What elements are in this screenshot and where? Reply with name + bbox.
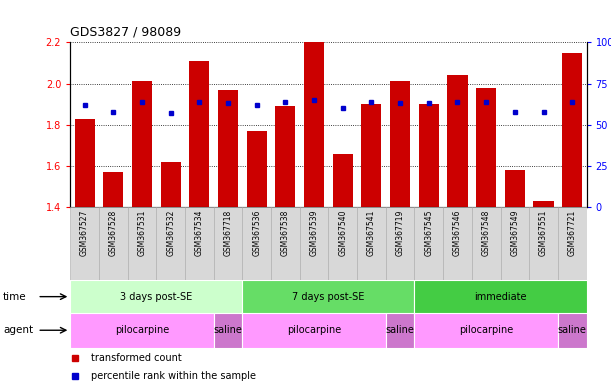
Text: saline: saline [386, 325, 414, 335]
Text: GSM367719: GSM367719 [395, 210, 404, 256]
Text: GSM367540: GSM367540 [338, 210, 347, 256]
Bar [533, 201, 554, 207]
Text: GSM367534: GSM367534 [195, 210, 204, 256]
Bar [214, 207, 243, 280]
Text: GSM367546: GSM367546 [453, 210, 462, 256]
Bar [476, 88, 496, 207]
Bar [414, 313, 558, 348]
Text: immediate: immediate [474, 291, 527, 302]
Bar [75, 119, 95, 207]
Bar [156, 207, 185, 280]
Bar [243, 280, 414, 313]
Bar [243, 207, 271, 280]
Bar [414, 207, 443, 280]
Text: transformed count: transformed count [91, 353, 181, 363]
Bar [70, 313, 214, 348]
Text: GSM367527: GSM367527 [80, 210, 89, 256]
Text: GSM367536: GSM367536 [252, 210, 262, 256]
Bar [128, 207, 156, 280]
Text: GSM367551: GSM367551 [539, 210, 548, 256]
Bar [99, 207, 128, 280]
Bar [103, 172, 123, 207]
Text: GSM367531: GSM367531 [137, 210, 147, 256]
Bar [558, 313, 587, 348]
Text: 7 days post-SE: 7 days post-SE [292, 291, 365, 302]
Text: GSM367528: GSM367528 [109, 210, 118, 256]
Bar [447, 75, 467, 207]
Text: GDS3827 / 98089: GDS3827 / 98089 [70, 25, 181, 38]
Bar [500, 207, 529, 280]
Bar [70, 280, 243, 313]
Bar [386, 313, 414, 348]
Bar [214, 313, 243, 348]
Text: agent: agent [3, 325, 33, 335]
Bar [472, 207, 500, 280]
Bar [505, 170, 525, 207]
Text: pilocarpine: pilocarpine [115, 325, 169, 335]
Bar [247, 131, 267, 207]
Text: GSM367532: GSM367532 [166, 210, 175, 256]
Bar [70, 207, 99, 280]
Text: GSM367549: GSM367549 [510, 210, 519, 256]
Text: GSM367721: GSM367721 [568, 210, 577, 256]
Bar [189, 61, 210, 207]
Bar [329, 207, 357, 280]
Bar [185, 207, 214, 280]
Bar [161, 162, 181, 207]
Bar [243, 313, 386, 348]
Text: GSM367548: GSM367548 [481, 210, 491, 256]
Bar [558, 207, 587, 280]
Bar [271, 207, 300, 280]
Bar [529, 207, 558, 280]
Bar [443, 207, 472, 280]
Bar [361, 104, 381, 207]
Bar [300, 207, 329, 280]
Text: pilocarpine: pilocarpine [459, 325, 513, 335]
Text: GSM367538: GSM367538 [281, 210, 290, 256]
Text: GSM367545: GSM367545 [424, 210, 433, 256]
Text: saline: saline [214, 325, 243, 335]
Bar [562, 53, 582, 207]
Bar [218, 90, 238, 207]
Text: pilocarpine: pilocarpine [287, 325, 341, 335]
Text: percentile rank within the sample: percentile rank within the sample [91, 371, 256, 381]
Bar [419, 104, 439, 207]
Bar [304, 42, 324, 207]
Bar [386, 207, 414, 280]
Text: saline: saline [558, 325, 587, 335]
Text: GSM367718: GSM367718 [224, 210, 233, 256]
Bar [132, 81, 152, 207]
Bar [390, 81, 410, 207]
Bar [276, 106, 296, 207]
Text: GSM367541: GSM367541 [367, 210, 376, 256]
Text: time: time [3, 291, 27, 302]
Text: GSM367539: GSM367539 [310, 210, 318, 256]
Text: 3 days post-SE: 3 days post-SE [120, 291, 192, 302]
Bar [357, 207, 386, 280]
Bar [414, 280, 587, 313]
Bar [333, 154, 353, 207]
